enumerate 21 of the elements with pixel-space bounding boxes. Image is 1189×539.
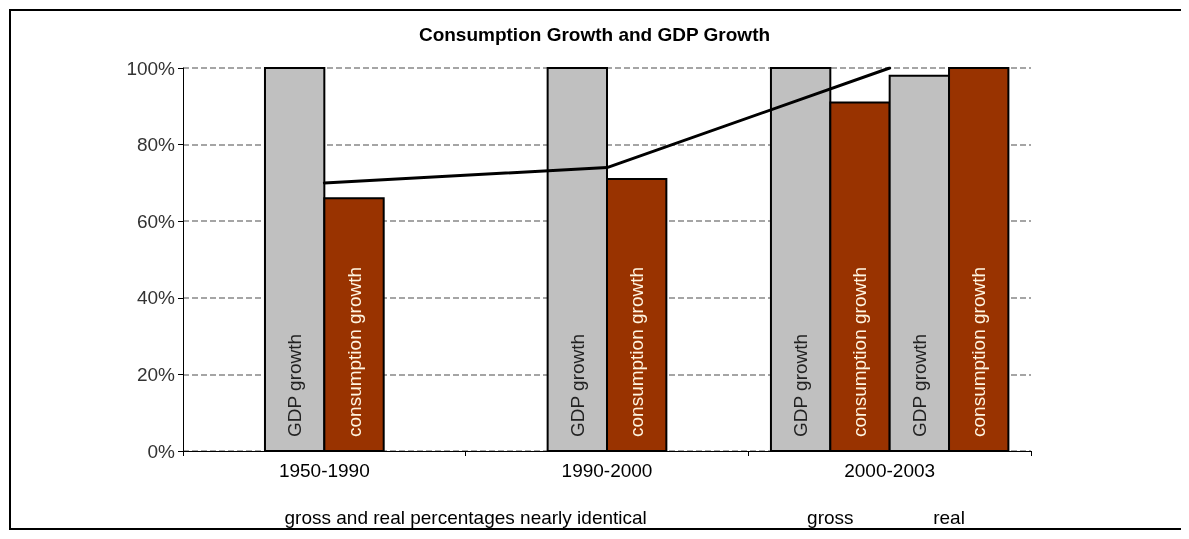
- x-tick-label: 1950-1990: [278, 460, 370, 481]
- series-label: GDP growth: [908, 333, 930, 437]
- series-label: consumption growth: [968, 266, 990, 437]
- y-tick-label: 0%: [147, 440, 176, 462]
- text: gross: [807, 506, 854, 528]
- y-tick-label: 60%: [136, 210, 176, 232]
- text: consumption growth: [626, 266, 648, 437]
- chart-title: Consumption Growth and GDP Growth: [418, 24, 771, 45]
- series-label: GDP growth: [284, 333, 306, 437]
- text: real: [933, 506, 965, 528]
- text: gross and real percentages nearly identical: [284, 506, 647, 528]
- x-tick-label: 2000-2003: [844, 460, 936, 481]
- x-tick-label: 1990-2000: [561, 460, 653, 481]
- text: GDP growth: [566, 333, 588, 437]
- text: GDP growth: [790, 333, 812, 437]
- series-label: consumption growth: [343, 266, 365, 437]
- text: consumption growth: [849, 266, 871, 437]
- y-tick-label: 20%: [136, 363, 176, 385]
- y-tick-label: 40%: [136, 287, 176, 309]
- y-tick-label: 80%: [136, 134, 176, 156]
- y-tick-label: 100%: [126, 57, 176, 79]
